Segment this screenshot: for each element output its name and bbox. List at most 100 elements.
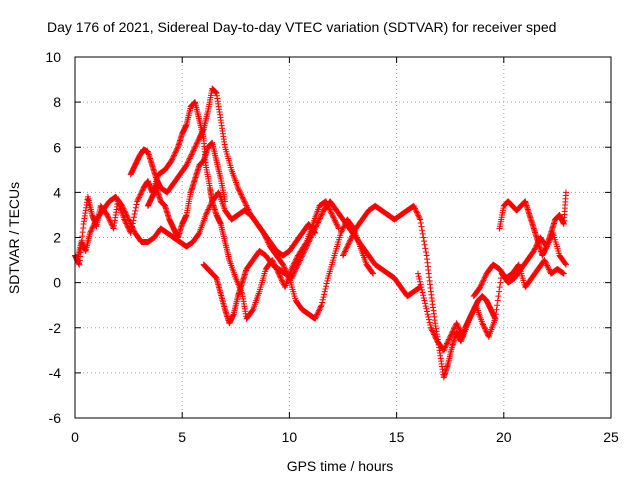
data-point [127, 220, 134, 227]
data-point [207, 202, 214, 209]
data-point [417, 216, 424, 223]
data-point [346, 239, 353, 246]
data-point [427, 322, 434, 329]
data-point [530, 248, 537, 255]
data-point [543, 261, 550, 268]
data-point [312, 315, 319, 322]
data-point [343, 245, 350, 252]
data-point [541, 257, 548, 264]
data-point [240, 195, 247, 202]
data-point [418, 223, 425, 230]
data-point [309, 230, 316, 237]
data-point [296, 258, 303, 265]
data-point [120, 205, 127, 212]
data-point [186, 155, 193, 162]
data-point [317, 214, 324, 221]
data-point [302, 246, 309, 253]
data-point [496, 284, 503, 291]
data-point [327, 207, 334, 214]
data-point [294, 261, 301, 268]
data-point [106, 217, 113, 224]
data-point [310, 229, 317, 236]
data-point [412, 205, 419, 212]
data-point [429, 328, 436, 335]
y-tick-label: 2 [53, 230, 61, 246]
data-point [427, 324, 434, 331]
data-point [443, 340, 450, 347]
data-point [185, 158, 192, 165]
data-point [481, 325, 488, 332]
data-point [349, 233, 356, 240]
data-point [442, 344, 449, 351]
data-point [350, 229, 357, 236]
data-point [278, 276, 285, 283]
data-point [545, 265, 552, 272]
data-point [300, 250, 307, 257]
data-point [313, 313, 320, 320]
data-point [454, 322, 461, 329]
data-point [429, 327, 436, 334]
data-point [420, 294, 427, 301]
data-point [422, 245, 429, 252]
data-point [479, 278, 486, 285]
data-point [321, 288, 328, 295]
data-point [316, 216, 323, 223]
data-point [126, 219, 133, 226]
data-point [340, 251, 347, 258]
data-point [136, 192, 143, 199]
data-point [315, 308, 322, 315]
data-point [326, 206, 333, 213]
data-point [309, 231, 316, 238]
data-point [466, 315, 473, 322]
data-point [187, 154, 194, 161]
data-point [242, 201, 249, 208]
data-point [243, 202, 250, 209]
data-point [305, 239, 312, 246]
data-point [445, 336, 452, 343]
data-point [109, 224, 116, 231]
data-point [481, 274, 488, 281]
data-point [420, 292, 427, 299]
data-point [468, 311, 475, 318]
data-point [343, 244, 350, 251]
data-point [134, 198, 141, 205]
data-point [236, 188, 243, 195]
data-point [301, 248, 308, 255]
x-tick-label: 20 [496, 429, 512, 445]
data-point [347, 237, 354, 244]
data-point [562, 261, 569, 268]
data-point [183, 162, 190, 169]
data-point [344, 243, 351, 250]
data-point [298, 254, 305, 261]
data-point [172, 149, 179, 156]
data-point [295, 260, 302, 267]
data-point [492, 311, 499, 318]
data-point [203, 210, 210, 217]
data-point [482, 273, 489, 280]
data-point [123, 212, 130, 219]
data-point [290, 271, 297, 278]
data-point [322, 285, 329, 292]
data-point [467, 313, 474, 320]
data-point [560, 270, 567, 277]
x-tick-label: 10 [282, 429, 298, 445]
y-tick-label: 10 [45, 49, 61, 65]
data-point [88, 225, 95, 232]
data-point [288, 275, 295, 282]
data-point [104, 213, 111, 220]
data-point [131, 211, 138, 218]
data-point [125, 216, 132, 223]
x-tick-label: 25 [603, 429, 619, 445]
data-point [134, 197, 141, 204]
data-point [238, 191, 245, 198]
data-point [431, 331, 438, 338]
data-point [293, 264, 300, 271]
data-point [492, 315, 499, 322]
data-point [121, 208, 128, 215]
data-point [341, 249, 348, 256]
data-point [303, 242, 310, 249]
data-point [281, 264, 288, 271]
data-point [455, 324, 462, 331]
data-point [249, 307, 256, 314]
data-point [415, 212, 422, 219]
